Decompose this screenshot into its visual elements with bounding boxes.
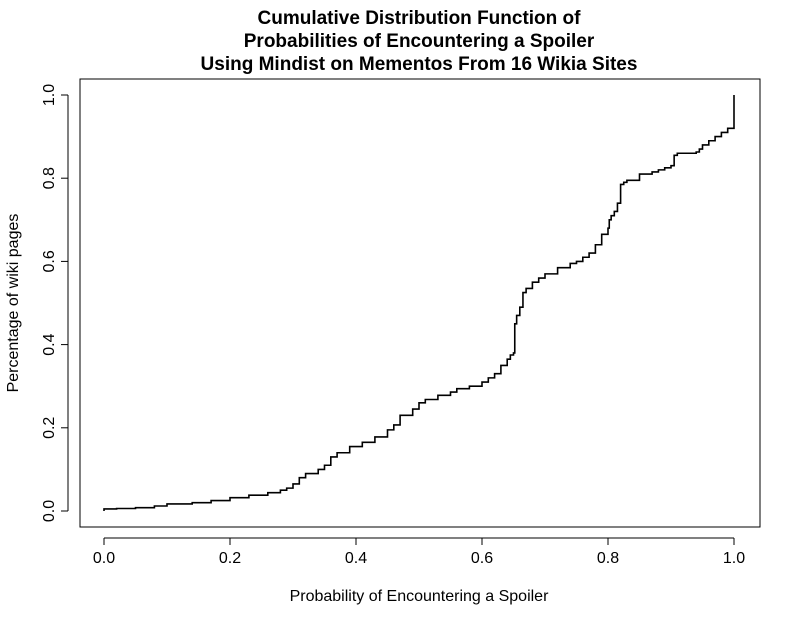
y-tick-label: 1.0 [41, 84, 58, 106]
x-axis-label: Probability of Encountering a Spoiler [290, 588, 549, 605]
plot-frame [79, 78, 761, 528]
x-axis: 0.0 0.2 0.4 0.6 0.8 1.0 [93, 537, 745, 567]
x-tick-label: 0.2 [219, 550, 241, 567]
y-tick-label: 0.6 [41, 250, 58, 272]
y-tick-label: 0.0 [41, 500, 58, 522]
x-tick-label: 0.4 [345, 550, 367, 567]
y-tick-label: 0.2 [41, 417, 58, 439]
chart-title-line-3: Using Mindist on Mementos From 16 Wikia … [201, 54, 638, 75]
chart-title-line-1: Cumulative Distribution Function of [258, 8, 582, 29]
x-tick-label: 0.0 [93, 550, 115, 567]
x-tick-label: 0.6 [471, 550, 493, 567]
y-tick-label: 0.8 [41, 167, 58, 189]
chart-title-line-2: Probabilities of Encountering a Spoiler [244, 31, 595, 52]
x-tick-label: 1.0 [723, 550, 745, 567]
y-axis: 0.0 0.2 0.4 0.6 0.8 1.0 [41, 84, 69, 522]
cdf-series-line [103, 95, 735, 511]
y-tick-label: 0.4 [41, 333, 58, 355]
y-axis-label: Percentage of wiki pages [5, 214, 22, 393]
x-tick-label: 0.8 [597, 550, 619, 567]
